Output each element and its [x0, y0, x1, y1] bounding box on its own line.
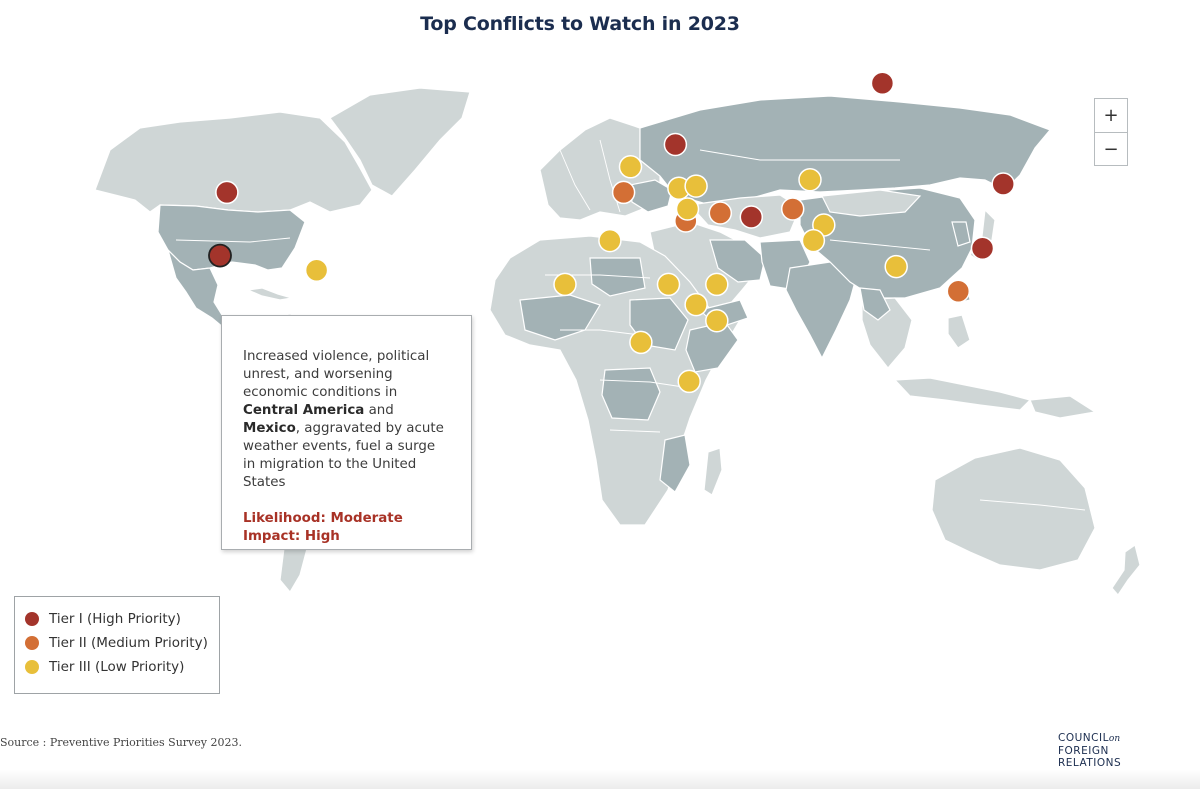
land-myanmar — [859, 287, 891, 321]
tooltip-region-2: Mexico — [243, 421, 296, 436]
conflict-marker-afghanistan[interactable] — [780, 197, 805, 221]
logo-line-1: COUNCIL — [1058, 732, 1109, 744]
tooltip-assessment: Likelihood: Moderate Impact: High — [243, 510, 451, 546]
legend-item-tier3: Tier III (Low Priority) — [25, 655, 219, 679]
zoom-in-button[interactable]: + — [1103, 105, 1119, 126]
land-greenland — [329, 87, 471, 197]
tier2-dot-icon — [25, 636, 39, 650]
conflict-marker-myanmar[interactable] — [884, 254, 908, 279]
legend: Tier I (High Priority) Tier II (Medium P… — [14, 596, 220, 694]
conflict-marker-lebanon[interactable] — [675, 197, 700, 221]
legend-label: Tier III (Low Priority) — [49, 659, 185, 675]
land-madagascar — [703, 447, 723, 496]
logo-line-2: FOREIGN — [1058, 745, 1109, 757]
logo-on: on — [1108, 734, 1121, 744]
conflict-marker-india[interactable] — [801, 228, 826, 253]
conflict-marker-libya[interactable] — [611, 180, 636, 205]
land-ukraine — [629, 179, 673, 213]
land-iran — [709, 239, 766, 283]
conflict-marker-iraq[interactable] — [708, 201, 733, 225]
cfr-logo: COUNCILon FOREIGN RELATIONS — [1058, 732, 1138, 769]
conflict-marker-libya-south[interactable] — [598, 228, 622, 253]
land-usa — [157, 204, 306, 271]
tier3-dot-icon — [25, 660, 39, 674]
land-drc — [601, 367, 661, 421]
conflict-marker-north-korea[interactable] — [991, 172, 1015, 196]
conflict-marker-south-china-sea[interactable] — [946, 279, 971, 303]
legend-label: Tier I (High Priority) — [49, 611, 181, 627]
land-papua — [1029, 395, 1097, 419]
tooltip-region-1: Central America — [243, 403, 365, 418]
zoom-control: + − — [1094, 98, 1128, 166]
bottom-fade — [0, 770, 1200, 789]
land-libya — [589, 257, 646, 297]
land-caribbean — [245, 287, 293, 301]
land-new-zealand — [1111, 544, 1141, 596]
legend-item-tier2: Tier II (Medium Priority) — [25, 631, 219, 655]
zoom-out-button[interactable]: − — [1095, 132, 1127, 165]
source-note: Source : Preventive Priorities Survey 20… — [0, 736, 242, 749]
conflict-marker-taiwan[interactable] — [970, 236, 995, 260]
conflict-marker-ethiopia[interactable] — [684, 292, 708, 317]
conflict-marker-united-states[interactable] — [215, 180, 239, 205]
land-mozambique — [659, 434, 691, 493]
conflict-marker-ukraine[interactable] — [663, 132, 688, 157]
tooltip-description: Increased violence, political unrest, an… — [243, 348, 451, 492]
conflict-marker-mozambique[interactable] — [677, 369, 701, 394]
conflict-tooltip: Increased violence, political unrest, an… — [221, 315, 472, 550]
land-australia — [931, 447, 1096, 571]
logo-line-3: RELATIONS — [1058, 757, 1122, 769]
conflict-marker-sudan[interactable] — [656, 272, 681, 297]
marker-layer[interactable] — [208, 71, 1015, 394]
conflict-marker-drc[interactable] — [629, 330, 653, 355]
land-indonesia — [893, 377, 1032, 411]
land-korea — [951, 221, 971, 247]
conflict-marker-russia[interactable] — [870, 71, 895, 95]
land-philippines — [947, 314, 971, 349]
conflict-marker-haiti[interactable] — [304, 258, 329, 282]
legend-label: Tier II (Medium Priority) — [49, 635, 208, 651]
conflict-marker-syria[interactable] — [684, 174, 708, 198]
conflict-marker-mexico-central-america[interactable] — [208, 243, 232, 268]
map-title: Top Conflicts to Watch in 2023 — [420, 13, 740, 35]
conflict-marker-iran[interactable] — [739, 205, 764, 229]
tooltip-text-2: and — [364, 403, 394, 418]
conflict-marker-somalia[interactable] — [705, 308, 729, 333]
tooltip-text-3: , aggravated by acute weather events, fu… — [243, 421, 444, 490]
conflict-marker-balkans[interactable] — [618, 155, 643, 179]
conflict-marker-central-asia[interactable] — [798, 167, 822, 192]
conflict-marker-yemen[interactable] — [705, 272, 729, 297]
tooltip-likelihood: Likelihood: Moderate — [243, 511, 403, 526]
legend-item-tier1: Tier I (High Priority) — [25, 607, 219, 631]
conflict-marker-sahel[interactable] — [553, 272, 577, 297]
tooltip-text-1: Increased violence, political unrest, an… — [243, 349, 430, 400]
tier1-dot-icon — [25, 612, 39, 626]
land-mongolia — [821, 189, 922, 217]
tooltip-impact: Impact: High — [243, 529, 340, 544]
